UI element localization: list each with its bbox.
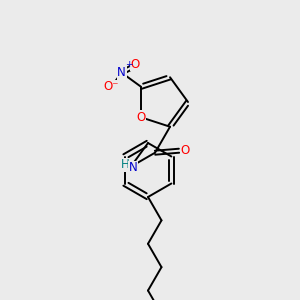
Text: O: O [131, 58, 140, 71]
Text: +: + [125, 60, 133, 69]
Text: N: N [128, 161, 137, 174]
Text: O: O [136, 111, 146, 124]
Text: O: O [180, 144, 190, 157]
Text: N: N [117, 66, 126, 79]
Text: O⁻: O⁻ [103, 80, 118, 93]
Text: H: H [120, 158, 129, 171]
